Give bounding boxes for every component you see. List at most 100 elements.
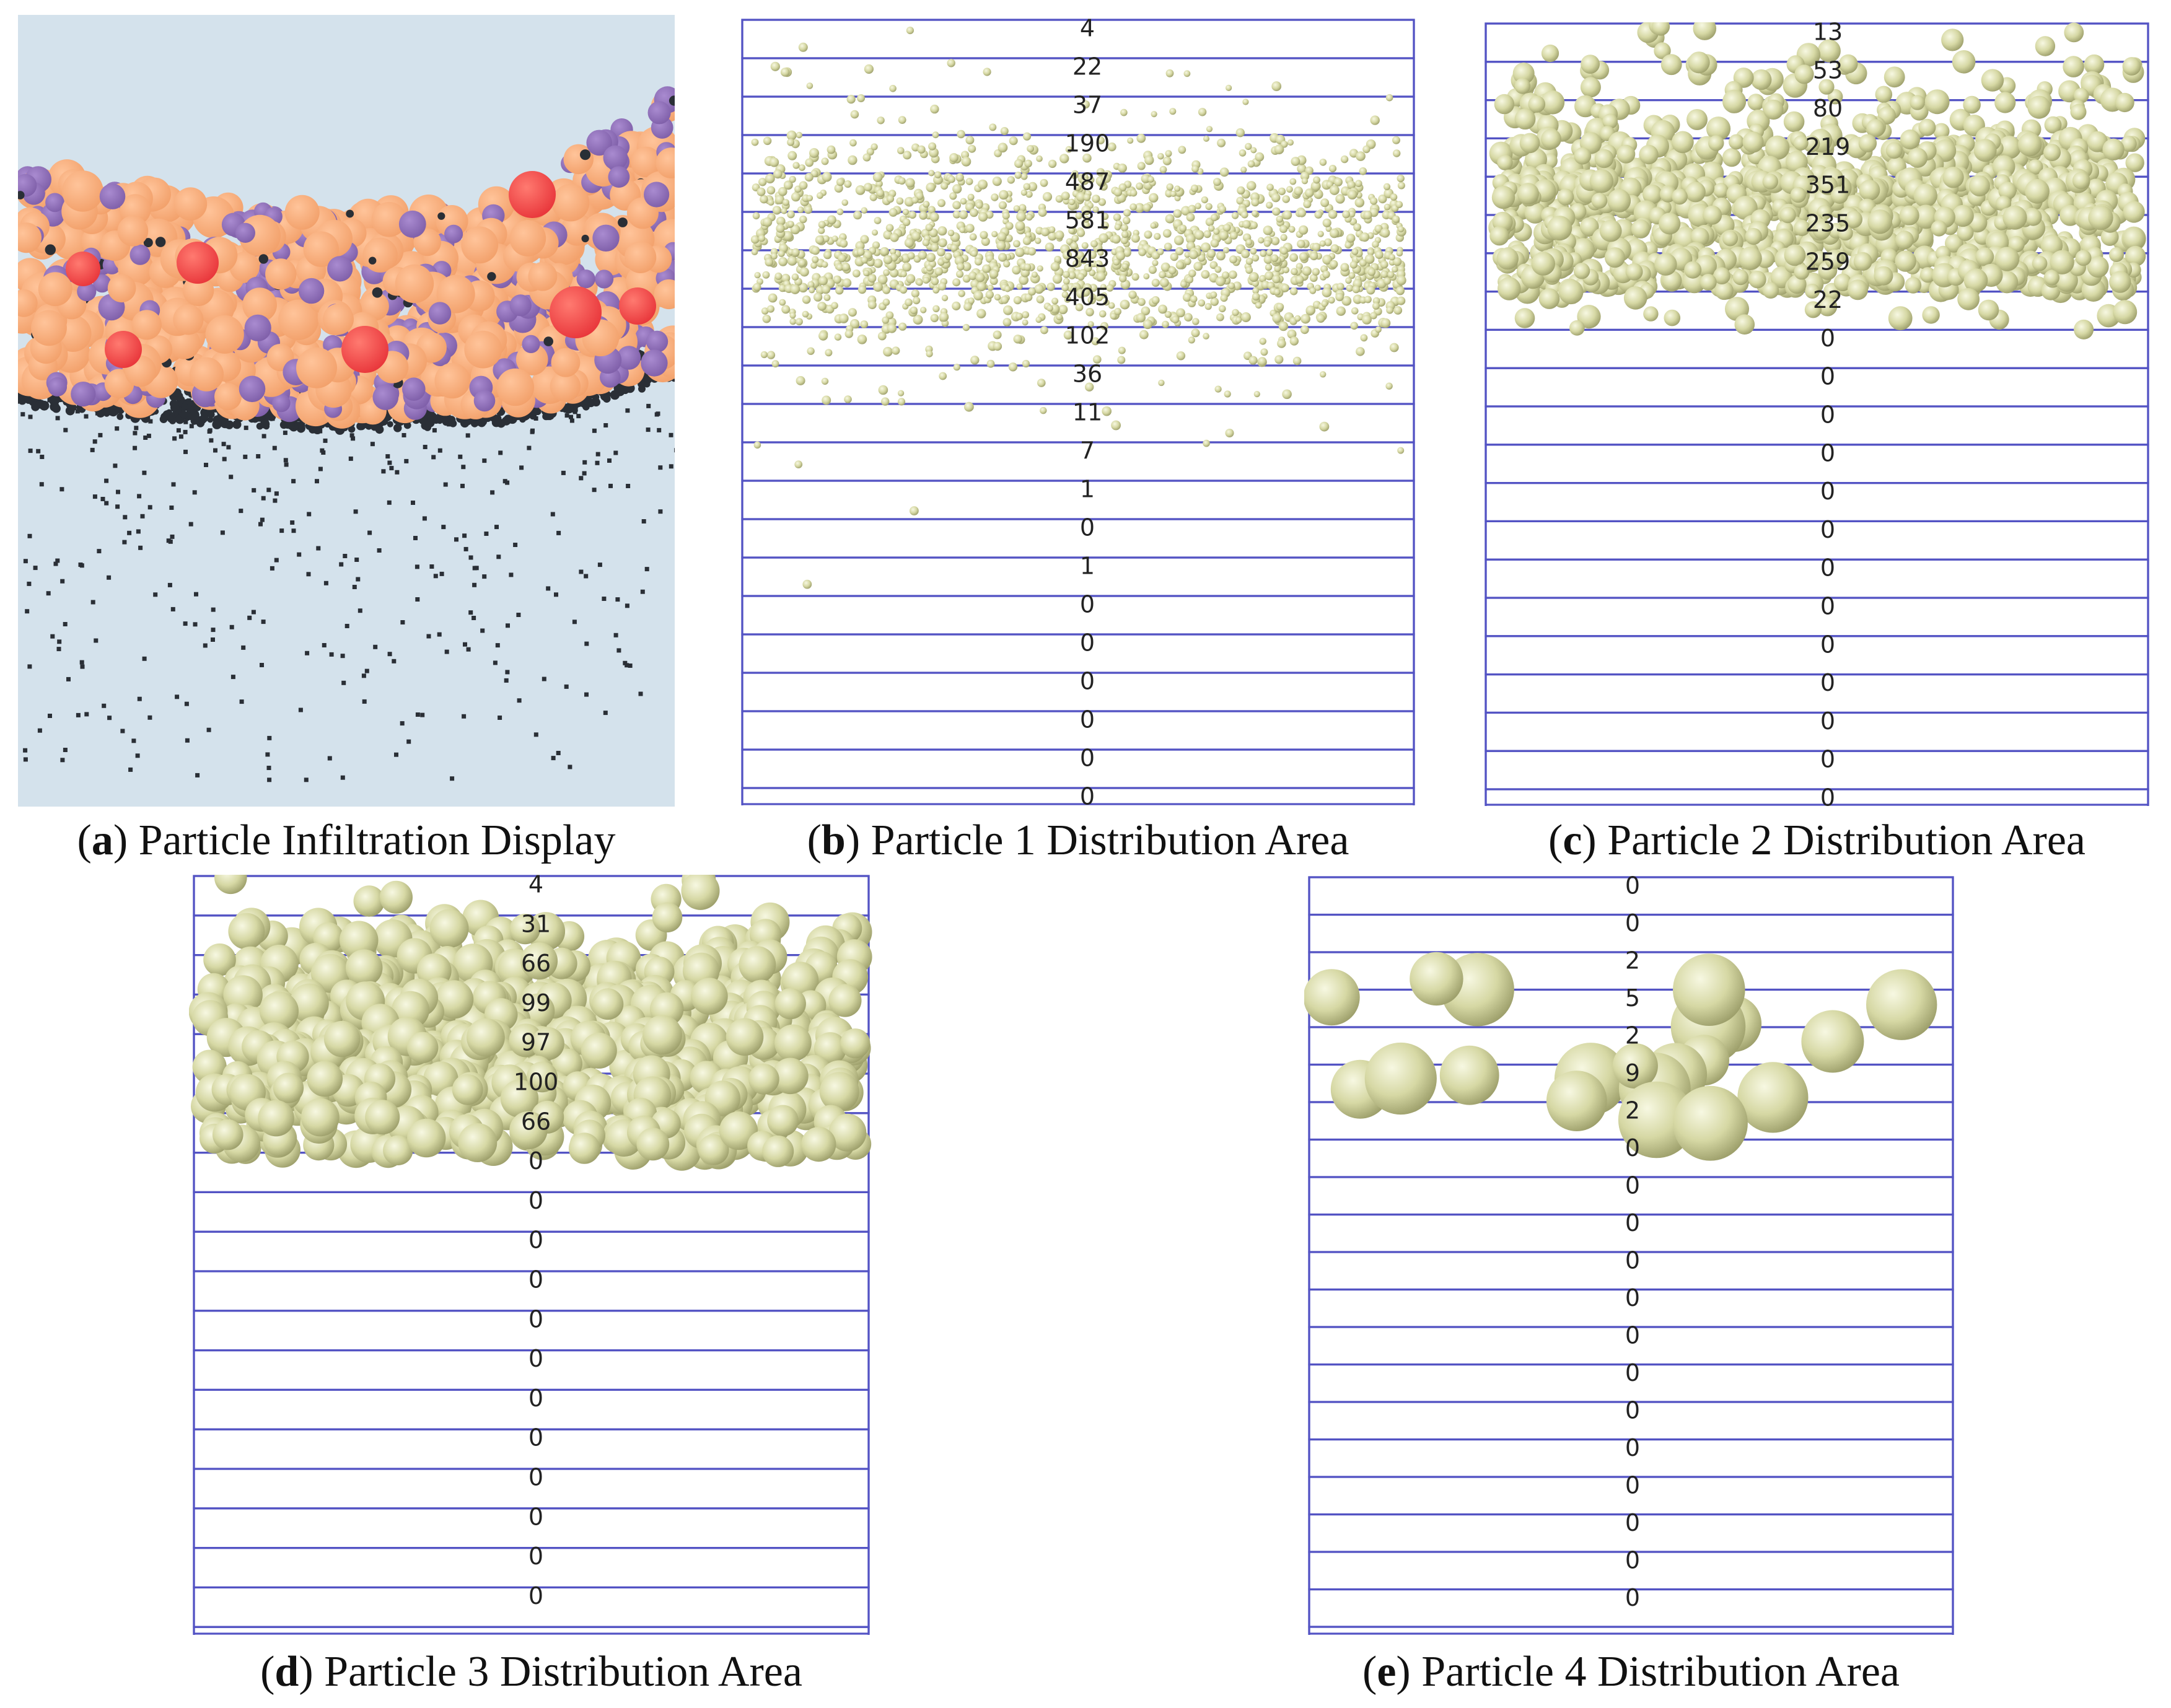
fine-particle <box>657 427 662 432</box>
particle <box>928 170 935 177</box>
particle <box>994 294 1001 301</box>
particle <box>2115 92 2134 113</box>
particle <box>965 224 975 233</box>
particle <box>1321 300 1328 307</box>
particle <box>1252 210 1258 217</box>
fine-particle <box>592 488 597 493</box>
fine-particle <box>546 586 551 591</box>
fine-particle <box>516 613 521 617</box>
fine-particle <box>527 445 532 450</box>
fine-particle <box>135 753 140 758</box>
particle <box>817 302 827 311</box>
particle <box>810 262 817 269</box>
particle <box>791 248 800 256</box>
fine-particle <box>579 476 584 481</box>
fine-particle <box>57 639 62 644</box>
particle <box>798 282 808 293</box>
particle <box>1335 292 1344 302</box>
particle <box>822 235 830 242</box>
fine-particle <box>55 558 60 563</box>
particle <box>1123 216 1131 225</box>
fine-particle <box>432 428 437 433</box>
particle <box>2109 247 2124 262</box>
particle <box>978 179 988 190</box>
fine-particle <box>146 434 151 439</box>
particle <box>1907 147 1928 168</box>
particle <box>1208 225 1215 232</box>
fine-particle <box>352 585 357 589</box>
bed-particle <box>646 330 669 353</box>
bed-particle <box>272 393 291 413</box>
fine-particle <box>50 634 55 639</box>
particle <box>2063 56 2084 77</box>
particle <box>1289 336 1299 346</box>
particle <box>1305 305 1316 315</box>
particle <box>1919 267 1936 283</box>
particle <box>772 206 781 215</box>
particle <box>1333 177 1343 186</box>
particle <box>1025 232 1032 239</box>
particle <box>1291 157 1300 166</box>
particle <box>947 59 955 68</box>
particle <box>822 172 832 182</box>
particle <box>806 82 814 89</box>
fine-particle <box>185 738 190 743</box>
particle <box>1276 303 1284 311</box>
particle <box>1165 150 1172 157</box>
particle <box>1107 142 1116 152</box>
bed-particle <box>576 269 595 289</box>
fine-particle <box>472 582 477 587</box>
particle <box>913 315 923 325</box>
particle <box>798 259 806 267</box>
particle <box>1183 70 1191 77</box>
fine-particle <box>505 670 510 675</box>
fine-particle <box>370 442 375 447</box>
particle <box>1794 64 1814 84</box>
particle <box>1283 210 1292 220</box>
particle <box>1089 293 1096 300</box>
particle <box>760 351 768 359</box>
fine-particle <box>211 637 215 642</box>
particle <box>968 297 975 304</box>
particle <box>1291 268 1298 276</box>
fine-particle <box>422 516 427 521</box>
particle <box>1335 194 1345 204</box>
particle <box>923 276 930 284</box>
fine-particle <box>618 385 626 394</box>
particle <box>1158 304 1167 314</box>
particle <box>1025 191 1033 198</box>
fine-particle <box>568 764 572 769</box>
fine-particle <box>247 615 252 620</box>
particle <box>1121 263 1128 270</box>
fine-particle <box>260 517 265 522</box>
particle <box>1120 224 1128 232</box>
particle <box>1077 229 1086 237</box>
bed-particle <box>143 238 153 248</box>
particle <box>1348 210 1356 218</box>
bed-particle <box>509 220 546 256</box>
particle <box>1397 182 1405 190</box>
bed-particle <box>18 222 42 253</box>
particle <box>953 364 960 371</box>
particle <box>1182 292 1192 302</box>
bed-particle <box>434 362 470 399</box>
particle <box>905 298 913 307</box>
fine-particle <box>137 494 142 499</box>
particle <box>897 147 905 154</box>
fine-particle <box>517 698 522 703</box>
fine-particle <box>387 460 392 465</box>
particle <box>975 201 983 209</box>
fine-particle <box>603 423 608 427</box>
particle <box>1206 126 1213 133</box>
fine-particle <box>188 522 193 527</box>
fine-particle <box>37 728 42 733</box>
particle <box>751 248 758 256</box>
particle <box>1245 239 1253 246</box>
particle <box>1242 99 1249 105</box>
bed-particle <box>402 377 426 401</box>
particle <box>1369 197 1378 205</box>
row-count: 0 <box>1080 706 1095 734</box>
fine-particle <box>444 649 449 654</box>
fine-particle <box>40 455 45 459</box>
particle <box>1266 201 1273 209</box>
